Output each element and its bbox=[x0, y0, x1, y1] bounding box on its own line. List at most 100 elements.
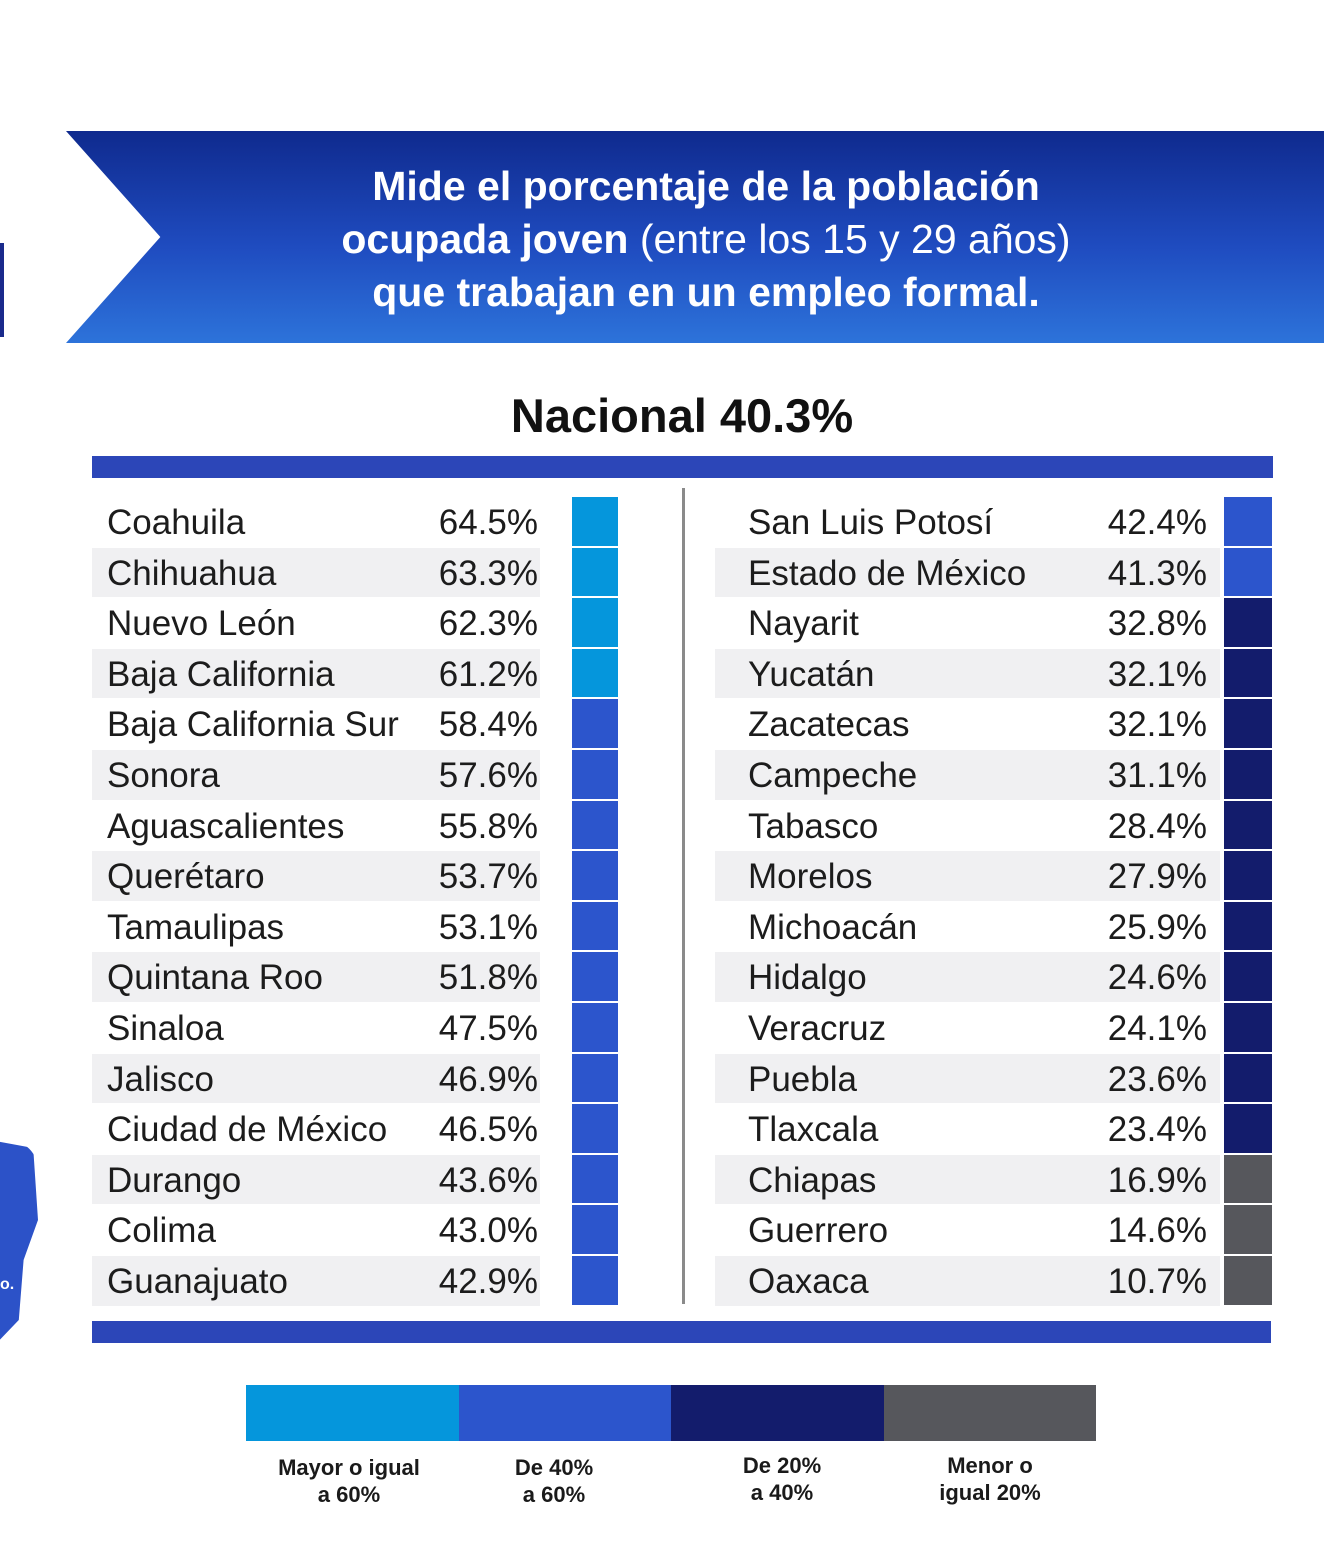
category-color-swatch bbox=[572, 1002, 618, 1052]
state-name: Baja California bbox=[107, 654, 335, 694]
category-color-swatch bbox=[1224, 648, 1272, 698]
category-color-swatch bbox=[1224, 952, 1272, 1001]
state-name: Colima bbox=[107, 1211, 216, 1251]
category-color-swatch bbox=[572, 699, 618, 748]
category-color-swatch bbox=[1224, 749, 1272, 799]
category-color-swatch bbox=[1224, 851, 1272, 900]
table-row: Hidalgo 24.6% bbox=[715, 952, 1273, 1003]
state-name: Nayarit bbox=[748, 604, 859, 644]
state-percentage: 42.4% bbox=[1107, 503, 1207, 542]
row-background bbox=[92, 547, 540, 598]
table-row: Morelos 27.9% bbox=[715, 851, 1273, 902]
table-row: Colima 43.0% bbox=[92, 1205, 619, 1256]
row-background bbox=[92, 952, 540, 1002]
state-percentage: 43.0% bbox=[438, 1211, 538, 1251]
row-background bbox=[715, 648, 1220, 699]
header-line-2-normal: (entre los 15 y 29 años) bbox=[628, 216, 1071, 262]
category-color-swatch bbox=[572, 901, 618, 951]
state-percentage: 32.1% bbox=[1107, 654, 1207, 694]
state-percentage: 28.4% bbox=[1107, 806, 1207, 846]
category-color-swatch bbox=[572, 1205, 618, 1254]
legend-label-gte60: Mayor o igual a 60% bbox=[249, 1454, 449, 1508]
state-name: Nuevo León bbox=[107, 604, 296, 644]
category-color-swatch bbox=[1224, 1002, 1272, 1052]
row-background bbox=[715, 1154, 1220, 1205]
table-row: Estado de México 41.3% bbox=[715, 547, 1273, 599]
legend-label-20-40: De 20% a 40% bbox=[682, 1452, 882, 1506]
state-percentage: 46.5% bbox=[438, 1110, 538, 1150]
column-divider bbox=[682, 488, 685, 1304]
states-table-right: San Luis Potosí 42.4% Estado de México 41.3… bbox=[715, 497, 1273, 1307]
header-banner bbox=[66, 131, 1324, 343]
category-color-swatch bbox=[572, 851, 618, 900]
legend-label-line: a 60% bbox=[317, 1482, 381, 1507]
category-color-swatch bbox=[1224, 699, 1272, 748]
state-name: Sonora bbox=[107, 755, 220, 795]
state-name: Zacatecas bbox=[748, 705, 910, 745]
row-background bbox=[92, 1053, 540, 1104]
table-row: Coahuila 64.5% bbox=[92, 497, 619, 548]
state-percentage: 63.3% bbox=[438, 553, 538, 593]
left-edge-mark bbox=[0, 243, 4, 337]
states-table-left: Coahuila 64.5% Chihuahua 63.3% Nuevo León 62.… bbox=[92, 497, 619, 1307]
row-background bbox=[715, 851, 1220, 901]
legend-swatch-lte20 bbox=[883, 1385, 1096, 1441]
table-row: Puebla 23.6% bbox=[715, 1053, 1273, 1105]
state-name: Campeche bbox=[748, 755, 918, 795]
table-row: Guerrero 14.6% bbox=[715, 1205, 1273, 1256]
state-percentage: 25.9% bbox=[1107, 907, 1207, 947]
table-row: Quintana Roo 51.8% bbox=[92, 952, 619, 1003]
state-name: Coahuila bbox=[107, 503, 246, 542]
table-row: Michoacán 25.9% bbox=[715, 901, 1273, 953]
state-percentage: 58.4% bbox=[438, 705, 538, 745]
state-name: Estado de México bbox=[748, 553, 1027, 593]
state-percentage: 27.9% bbox=[1107, 857, 1207, 897]
state-name: Ciudad de México bbox=[107, 1110, 388, 1150]
header-text: Mide el porcentaje de la población ocupa… bbox=[66, 160, 1324, 319]
national-value: Nacional 40.3% bbox=[510, 389, 854, 442]
row-background bbox=[92, 648, 540, 699]
category-color-swatch bbox=[572, 598, 618, 647]
state-name: Yucatán bbox=[748, 654, 875, 694]
category-color-swatch bbox=[1224, 497, 1272, 546]
legend-label-lte20: Menor o igual 20% bbox=[890, 1452, 1090, 1506]
state-percentage: 53.1% bbox=[438, 907, 538, 947]
row-background bbox=[715, 547, 1220, 598]
row-background bbox=[92, 749, 540, 800]
state-percentage: 31.1% bbox=[1107, 755, 1207, 795]
row-background bbox=[715, 952, 1220, 1002]
table-row: Baja California Sur 58.4% bbox=[92, 699, 619, 750]
table-row: Tlaxcala 23.4% bbox=[715, 1104, 1273, 1155]
category-color-swatch bbox=[572, 1104, 618, 1153]
legend-swatch-40-60 bbox=[458, 1385, 671, 1441]
state-percentage: 23.6% bbox=[1107, 1059, 1207, 1099]
state-name: Baja California Sur bbox=[107, 705, 399, 745]
state-name: Jalisco bbox=[107, 1059, 214, 1099]
table-top-bar bbox=[92, 456, 1273, 478]
category-color-swatch bbox=[572, 1255, 618, 1305]
legend-label-line: a 60% bbox=[522, 1482, 586, 1507]
legend-label-line: Menor o bbox=[947, 1453, 1033, 1478]
table-row: Ciudad de México 46.5% bbox=[92, 1104, 619, 1155]
state-name: Chihuahua bbox=[107, 553, 277, 593]
table-row: Baja California 61.2% bbox=[92, 648, 619, 700]
state-name: Veracruz bbox=[748, 1008, 887, 1048]
state-percentage: 47.5% bbox=[438, 1008, 538, 1048]
state-percentage: 24.1% bbox=[1107, 1008, 1207, 1048]
color-legend bbox=[246, 1385, 1096, 1441]
state-name: San Luis Potosí bbox=[748, 503, 994, 542]
table-bottom-bar bbox=[92, 1321, 1271, 1343]
state-percentage: 14.6% bbox=[1107, 1211, 1207, 1251]
category-color-swatch bbox=[572, 749, 618, 799]
row-background bbox=[92, 1255, 540, 1306]
state-percentage: 24.6% bbox=[1107, 958, 1207, 998]
legend-label-line: Mayor o igual bbox=[278, 1455, 420, 1480]
category-color-swatch bbox=[1224, 1205, 1272, 1254]
row-background bbox=[715, 1255, 1220, 1306]
state-percentage: 10.7% bbox=[1107, 1261, 1207, 1301]
state-name: Michoacán bbox=[748, 907, 918, 947]
category-color-swatch bbox=[1224, 598, 1272, 647]
legend-label-40-60: De 40% a 60% bbox=[454, 1454, 654, 1508]
table-row: Sonora 57.6% bbox=[92, 749, 619, 801]
legend-swatch-gte60 bbox=[246, 1385, 459, 1441]
